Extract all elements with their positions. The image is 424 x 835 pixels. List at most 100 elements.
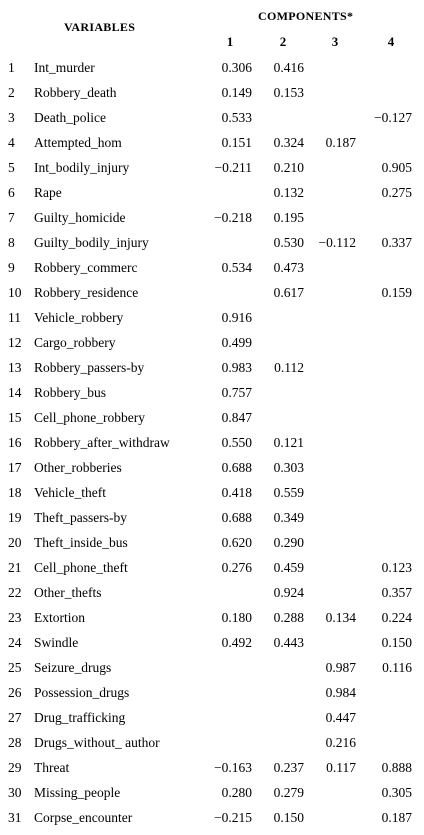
loading-component-1: 0.492 — [221, 635, 252, 650]
variable-name: Seizure_drugs — [34, 660, 112, 675]
table-row: 17 Other_robberies 0.688 0.303 — [0, 460, 424, 485]
row-number: 16 — [8, 435, 22, 450]
loading-component-3: 0.987 — [325, 660, 356, 675]
table-row: 31 Corpse_encounter −0.215 0.150 0.187 — [0, 810, 424, 835]
loading-component-1: 0.149 — [221, 85, 252, 100]
loading-component-4: 0.116 — [382, 660, 412, 675]
variable-name: Cargo_robbery — [34, 335, 116, 350]
row-number: 12 — [8, 335, 22, 350]
loading-component-1: −0.215 — [214, 810, 252, 825]
row-number: 18 — [8, 485, 22, 500]
row-number: 19 — [8, 510, 22, 525]
loading-component-1: 0.499 — [221, 335, 252, 350]
loading-component-2: 0.279 — [273, 785, 304, 800]
loading-component-2: 0.459 — [273, 560, 304, 575]
variable-name: Drugs_without_ author — [34, 735, 160, 750]
loading-component-3: 0.216 — [325, 735, 356, 750]
loading-component-2: 0.324 — [273, 135, 304, 150]
row-number: 25 — [8, 660, 22, 675]
variable-name: Possession_drugs — [34, 685, 130, 700]
table-row: 13 Robbery_passers-by 0.983 0.112 — [0, 360, 424, 385]
loading-component-1: −0.218 — [214, 210, 252, 225]
row-number: 17 — [8, 460, 22, 475]
loading-component-2: 0.288 — [273, 610, 304, 625]
variable-name: Missing_people — [34, 785, 121, 800]
table-row: 27 Drug_trafficking 0.447 — [0, 710, 424, 735]
loading-component-1: 0.688 — [221, 460, 252, 475]
row-number: 10 — [8, 285, 22, 300]
loading-component-4: 0.275 — [381, 185, 412, 200]
loading-component-4: 0.224 — [381, 610, 412, 625]
table-row: 8 Guilty_bodily_injury 0.530 −0.112 0.337 — [0, 235, 424, 260]
row-number: 6 — [8, 185, 15, 200]
row-number: 27 — [8, 710, 22, 725]
table-row: 19 Theft_passers-by 0.688 0.349 — [0, 510, 424, 535]
variable-name: Threat — [34, 760, 70, 775]
row-number: 8 — [8, 235, 15, 250]
row-number: 31 — [8, 810, 22, 825]
variable-name: Cell_phone_robbery — [34, 410, 145, 425]
row-number: 21 — [8, 560, 22, 575]
loading-component-1: 0.276 — [221, 560, 252, 575]
variable-name: Death_police — [34, 110, 106, 125]
variable-name: Attempted_hom — [34, 135, 122, 150]
component-3-header: 3 — [331, 34, 339, 49]
loading-component-2: 0.195 — [273, 210, 304, 225]
variable-name: Cell_phone_theft — [34, 560, 128, 575]
variable-name: Extortion — [34, 610, 85, 625]
variable-name: Robbery_passers-by — [34, 360, 145, 375]
loading-component-1: 0.983 — [221, 360, 252, 375]
variable-name: Vehicle_robbery — [34, 310, 124, 325]
variable-name: Rape — [34, 185, 62, 200]
loading-component-3: −0.112 — [318, 235, 357, 250]
loading-component-2: 0.303 — [273, 460, 304, 475]
variable-name: Other_thefts — [34, 585, 102, 600]
row-number: 14 — [8, 385, 22, 400]
loading-component-3: 0.447 — [325, 710, 356, 725]
loading-component-2: 0.924 — [273, 585, 304, 600]
loading-component-1: 0.418 — [221, 485, 252, 500]
row-number: 20 — [8, 535, 22, 550]
loading-component-3: 0.984 — [325, 685, 356, 700]
variable-name: Guilty_bodily_injury — [34, 235, 149, 250]
loading-component-1: 0.550 — [221, 435, 252, 450]
table-row: 18 Vehicle_theft 0.418 0.559 — [0, 485, 424, 510]
loading-component-2: 0.617 — [273, 285, 304, 300]
loading-component-2: 0.530 — [273, 235, 304, 250]
loading-component-4: 0.357 — [381, 585, 412, 600]
loading-component-2: 0.237 — [273, 760, 304, 775]
row-number: 24 — [8, 635, 22, 650]
loading-component-3: 0.134 — [325, 610, 356, 625]
table-row: 23 Extortion 0.180 0.288 0.134 0.224 — [0, 610, 424, 635]
component-2-header: 2 — [279, 34, 287, 49]
table-row: 3 Death_police 0.533 −0.127 — [0, 110, 424, 135]
row-number: 5 — [8, 160, 15, 175]
loading-component-2: 0.290 — [273, 535, 304, 550]
loading-component-1: 0.533 — [221, 110, 252, 125]
variable-name: Theft_inside_bus — [34, 535, 128, 550]
table-row: 12 Cargo_robbery 0.499 — [0, 335, 424, 360]
row-number: 29 — [8, 760, 22, 775]
loading-component-1: 0.151 — [221, 135, 252, 150]
loading-component-4: 0.159 — [381, 285, 412, 300]
variable-name: Guilty_homicide — [34, 210, 126, 225]
loading-component-1: 0.306 — [221, 60, 252, 75]
loading-component-1: 0.916 — [221, 310, 252, 325]
table-row: 9 Robbery_commerc 0.534 0.473 — [0, 260, 424, 285]
loading-component-2: 0.416 — [273, 60, 304, 75]
row-number: 15 — [8, 410, 22, 425]
row-number: 23 — [8, 610, 22, 625]
variable-name: Drug_trafficking — [34, 710, 126, 725]
variable-name: Corpse_encounter — [34, 810, 133, 825]
loading-component-2: 0.121 — [273, 435, 304, 450]
loading-component-2: 0.349 — [273, 510, 304, 525]
table-row: 30 Missing_people 0.280 0.279 0.305 — [0, 785, 424, 810]
loading-component-1: 0.847 — [221, 410, 252, 425]
loading-component-1: 0.688 — [221, 510, 252, 525]
loading-component-2: 0.559 — [273, 485, 304, 500]
component-1-header: 1 — [226, 34, 234, 49]
variable-name: Robbery_death — [34, 85, 117, 100]
components-header: COMPONENTS* — [258, 9, 354, 23]
loading-component-2: 0.443 — [273, 635, 304, 650]
